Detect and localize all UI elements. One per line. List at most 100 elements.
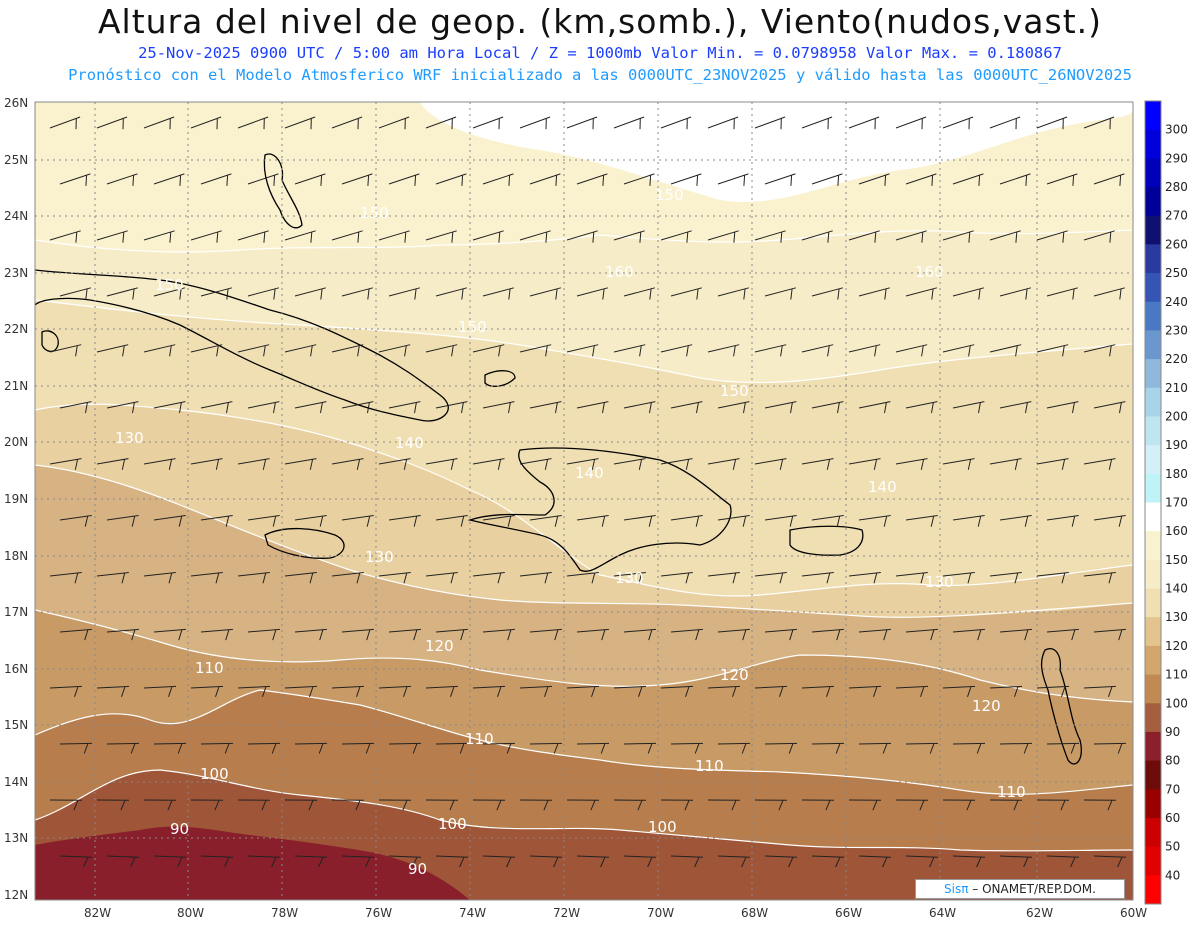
wind-barb [472,799,506,811]
wind-barb [895,458,928,470]
wind-barb [999,515,1032,527]
wind-barb [1046,173,1078,186]
colorbar-label: 110 [1165,668,1188,682]
latitude-axis: 26N 25N 24N 23N 22N 21N 20N 19N 18N 17N … [4,96,28,902]
colorbar-label: 140 [1165,582,1188,596]
wind-barb [707,458,740,470]
colorbar-swatch [1145,559,1161,590]
wind-barb [576,855,610,868]
lon-label: 66W [835,906,862,920]
wind-barb [754,572,787,584]
colorbar-swatch [1145,760,1161,790]
lon-label: 80W [177,906,204,920]
wind-barb [284,116,316,130]
wind-barb [952,628,985,641]
wind-barb [1036,572,1069,584]
colorbar-swatch [1145,445,1161,475]
wind-barb [1083,116,1115,130]
wind-barb [153,742,187,754]
wind-barb [388,515,421,527]
contour-label: 150 [655,186,684,204]
contour-label: 120 [720,666,749,684]
colorbar-label: 200 [1165,409,1188,423]
colorbar [1144,100,1162,905]
colorbar-label: 80 [1165,754,1180,768]
wind-barb [143,685,177,697]
contour-label: 90 [170,820,189,838]
wind-barb [341,742,375,754]
contour-label: 140 [395,434,424,452]
contour-label: 100 [200,765,229,783]
wind-barb [200,742,234,754]
wind-barb [96,799,130,811]
wind-barb [482,401,515,414]
wind-barb [1083,458,1116,470]
wind-barb [670,287,703,300]
wind-barb [848,685,882,697]
wind-barb [143,458,176,470]
contour-label: 130 [925,573,954,591]
contour-labels: 150 150 160 160 150 150 150 130 140 140 … [115,186,1026,878]
band-80 [35,826,470,900]
longitude-axis: 82W 80W 78W 76W 74W 72W 70W 68W 66W 64W … [84,906,1147,920]
wind-barb [190,230,222,243]
wind-barb [388,287,421,300]
colorbar-label: 290 [1165,151,1188,165]
wind-barb [764,515,797,527]
lat-lon-grid [35,102,1133,900]
colorbar-swatch [1145,187,1161,217]
wind-barb [707,799,741,811]
colorbar-label: 210 [1165,381,1188,395]
wind-barb [801,799,835,811]
wind-barb [378,799,412,811]
contour-label: 140 [868,478,897,496]
wind-barb [378,685,412,697]
colorbar-swatch [1145,617,1161,647]
wind-barb [660,344,693,357]
wind-barb [1036,685,1070,697]
wind-barb [1046,855,1080,868]
wind-barb [237,344,270,357]
wind-barb [999,287,1032,300]
wind-barb [764,287,797,300]
colorbar-swatch [1145,645,1161,676]
lat-label: 13N [4,831,28,845]
lon-label: 72W [553,906,580,920]
isle-of-youth [41,330,59,353]
wind-barb [341,515,374,527]
wind-barb [942,685,976,697]
colorbar-swatch [1145,215,1161,245]
wind-barb [247,401,280,414]
lat-label: 16N [4,662,28,676]
wind-barb [49,116,81,130]
wind-barb [200,287,233,300]
wind-barb [153,401,186,414]
wind-barb [96,344,129,357]
credit-text: – ONAMET/REP.DOM. [968,882,1096,896]
wind-barb [59,287,92,300]
wind-barb [670,401,703,414]
wind-barb [49,685,83,697]
wind-barb [566,116,598,130]
colorbar-swatch [1145,273,1161,303]
wind-barb [952,401,985,414]
wind-barb [425,116,457,130]
wind-barb [529,628,562,641]
wind-barb [848,458,881,470]
wind-barb [472,458,505,470]
wind-barbs [49,116,1127,868]
wind-barb [670,173,702,186]
contour-label: 130 [365,548,394,566]
map-frame [34,101,1134,901]
wind-barb [613,344,646,357]
wind-barb [529,401,562,414]
wind-barb [472,116,504,130]
wind-barb [529,287,562,300]
wind-barb [1036,458,1069,470]
colorbar-label: 50 [1165,840,1180,854]
wind-barb [613,685,647,697]
wind-barb [106,628,139,641]
colorbar-label: 90 [1165,725,1180,739]
wind-barb [106,173,138,186]
wind-barb [1083,344,1116,357]
